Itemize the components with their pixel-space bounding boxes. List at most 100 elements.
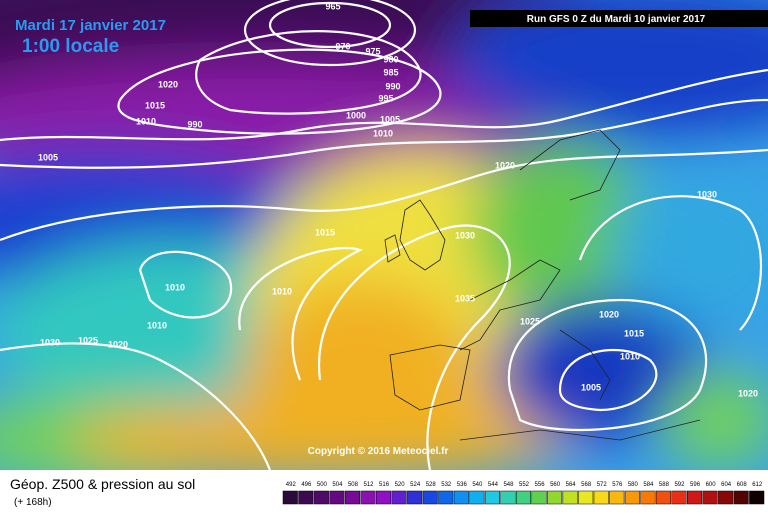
scale-swatch: [624, 490, 640, 505]
legend-title: Géop. Z500 & pression au sol: [10, 476, 195, 492]
scale-swatch: [422, 490, 438, 505]
scale-swatch: [500, 490, 516, 505]
isobar-label: 1010: [620, 351, 640, 361]
isobar-label: 1020: [495, 160, 515, 170]
scale-label: 496: [301, 482, 312, 488]
isobar-label: 970: [335, 41, 350, 51]
isobar-label: 1010: [136, 116, 156, 126]
scale-label: 552: [519, 482, 530, 488]
scale-label: 548: [503, 482, 514, 488]
scale-swatch: [733, 490, 749, 505]
isobar-label: 985: [383, 67, 398, 77]
isobar-label: 1015: [315, 227, 335, 237]
scale-label: 556: [535, 482, 546, 488]
scale-label: 532: [441, 482, 452, 488]
scale-swatch: [749, 490, 765, 505]
scale-swatch: [453, 490, 469, 505]
run-banner: [470, 10, 768, 27]
scale-swatch: [484, 490, 500, 505]
scale-swatch: [298, 490, 314, 505]
scale-label: 516: [379, 482, 390, 488]
scale-label: 580: [628, 482, 639, 488]
scale-label: 520: [395, 482, 406, 488]
coastlines: [384, 129, 701, 441]
scale-swatch: [702, 490, 718, 505]
scale-swatch: [593, 490, 609, 505]
scale-label: 536: [457, 482, 468, 488]
scale-swatch: [469, 490, 485, 505]
scale-swatch: [718, 490, 734, 505]
scale-label: 592: [674, 482, 685, 488]
scale-swatch: [313, 490, 329, 505]
isobar-label: 1020: [599, 309, 619, 319]
isobar-label: 1005: [581, 382, 601, 392]
local-time: 1:00 locale: [22, 36, 119, 57]
scale-swatch: [360, 490, 376, 505]
run-info: Run GFS 0 Z du Mardi 10 janvier 2017: [527, 14, 706, 25]
scale-label: 524: [410, 482, 421, 488]
isobar-label: 1010: [373, 128, 393, 138]
isobar-label: 1015: [624, 328, 644, 338]
scale-swatch: [655, 490, 671, 505]
scale-swatch: [562, 490, 578, 505]
scale-label: 608: [737, 482, 748, 488]
isobar-label: 980: [383, 54, 398, 64]
scale-swatch: [671, 490, 687, 505]
scale-label: 588: [659, 482, 670, 488]
scale-label: 512: [364, 482, 375, 488]
isobar-label: 1035: [455, 293, 475, 303]
isobar-label: 1005: [38, 152, 58, 162]
scale-swatch: [609, 490, 625, 505]
scale-swatch: [282, 490, 298, 505]
scale-label: 564: [566, 482, 577, 488]
isobar-label: 990: [385, 81, 400, 91]
isobar-label: 995: [378, 93, 393, 103]
scale-label: 544: [488, 482, 499, 488]
isobar-label: 1010: [165, 282, 185, 292]
isobar-label: 1015: [145, 100, 165, 110]
scale-label: 584: [643, 482, 654, 488]
scale-label: 600: [706, 482, 717, 488]
scale-swatch: [515, 490, 532, 505]
scale-swatch: [438, 490, 454, 505]
scale-swatch: [687, 490, 703, 505]
legend-subtitle: (+ 168h): [14, 497, 52, 508]
scale-swatch: [640, 490, 656, 505]
date-title: Mardi 17 janvier 2017: [15, 17, 166, 34]
scale-label: 576: [612, 482, 623, 488]
isobar-label: 1020: [738, 388, 758, 398]
isobar-label: 1025: [520, 316, 540, 326]
isobar-label: 1025: [78, 335, 98, 345]
scale-swatch: [376, 490, 392, 505]
color-scale: 492 496 500 504 508 512 516 520 524 528 532 536 540 5…: [282, 482, 765, 505]
scale-swatch: [578, 490, 594, 505]
scale-label: 572: [597, 482, 608, 488]
isobar-label: 1000: [346, 110, 366, 120]
scale-label: 560: [550, 482, 561, 488]
scale-swatch: [407, 490, 423, 505]
isobar-label: 975: [365, 46, 380, 56]
scale-label: 596: [690, 482, 701, 488]
isobar-label: 1020: [108, 339, 128, 349]
isobar-label: 1030: [455, 230, 475, 240]
scale-swatch: [329, 490, 345, 505]
scale-label: 492: [286, 482, 297, 488]
scale-label: 540: [472, 482, 483, 488]
isobar-label: 1020: [158, 79, 178, 89]
scale-swatch: [344, 490, 360, 505]
isobar-label: 1010: [272, 286, 292, 296]
isobar-label: 965: [325, 1, 340, 11]
scale-label: 612: [752, 482, 763, 488]
scale-label: 604: [721, 482, 732, 488]
isobar-label: 1010: [147, 320, 167, 330]
scale-label: 504: [332, 482, 343, 488]
scale-swatch: [547, 490, 563, 505]
isobar-label: 990: [187, 119, 202, 129]
scale-swatch: [531, 490, 547, 505]
scale-label: 568: [581, 482, 592, 488]
isobar-label: 1030: [40, 337, 60, 347]
copyright: Copyright © 2016 Meteociel.fr: [308, 446, 449, 457]
